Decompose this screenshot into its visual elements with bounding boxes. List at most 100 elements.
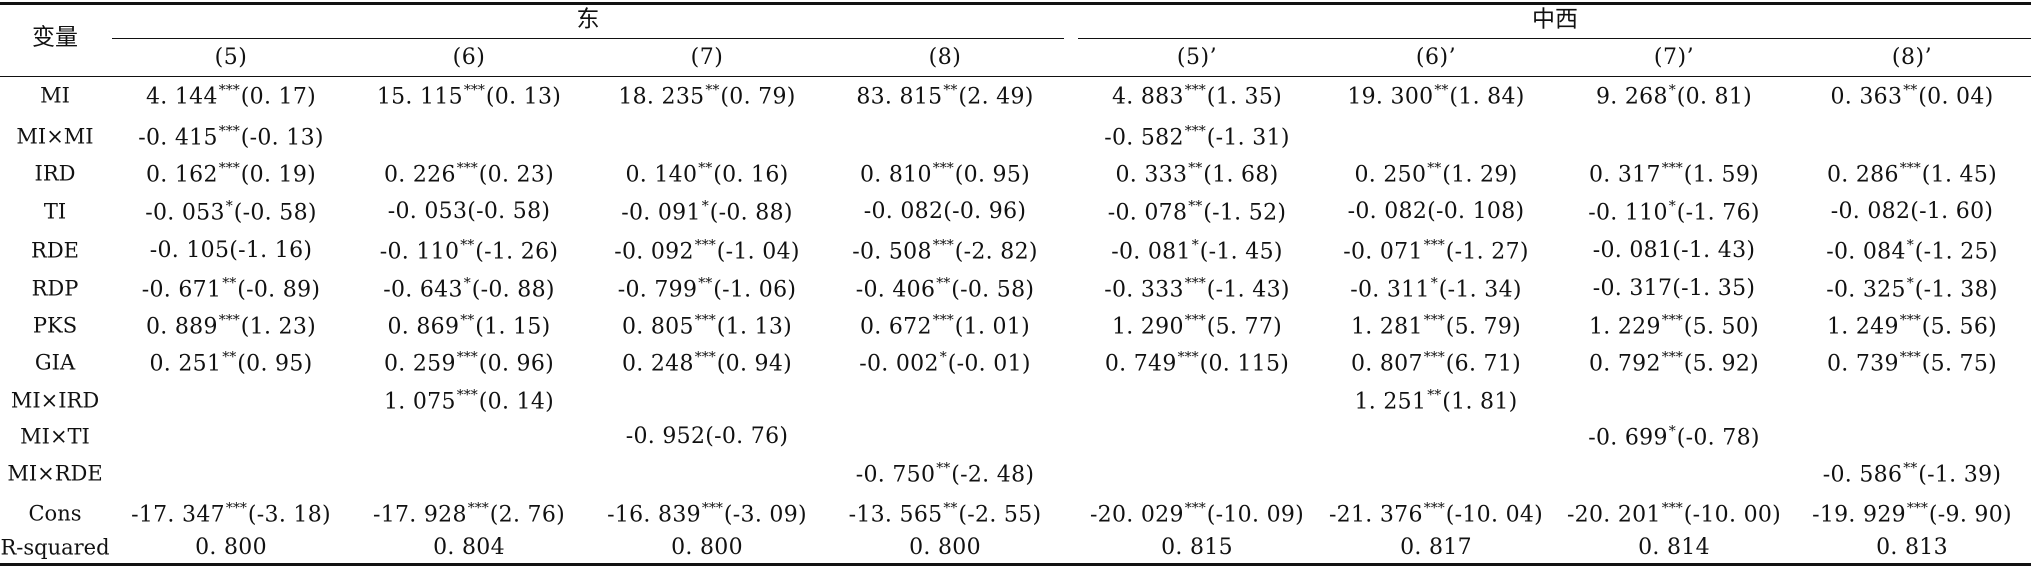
table-cell: -0. 092***(-1. 04)	[614, 239, 800, 264]
significance-stars: **	[1188, 160, 1203, 177]
significance-stars: **	[936, 275, 951, 292]
table-cell: -0. 053*(-0. 58)	[145, 200, 317, 225]
t-statistic: (0. 17)	[240, 84, 317, 110]
coefficient: 0. 815	[1161, 535, 1233, 560]
t-statistic: (-1. 43)	[1206, 277, 1290, 303]
coefficient: -20. 201	[1566, 502, 1661, 528]
column-header-8-prime: (8)’	[1891, 45, 1933, 70]
table-cell: 15. 115***(0. 13)	[377, 84, 561, 109]
significance-stars: **	[1427, 160, 1442, 177]
table-cell: 0. 804	[433, 537, 505, 559]
table-cell: -0. 508***(-2. 82)	[852, 239, 1038, 264]
t-statistic: (-1. 34)	[1438, 277, 1522, 303]
table-cell: -0. 317(-1. 35)	[1593, 278, 1756, 300]
table-cell: -0. 081*(-1. 45)	[1111, 239, 1283, 264]
coefficient: 0. 226	[383, 162, 456, 188]
coefficient: 0. 162	[145, 162, 218, 188]
table-cell: 0. 889***(1. 23)	[146, 314, 316, 339]
significance-stars: **	[1188, 198, 1203, 215]
coefficient: 0. 286	[1826, 162, 1899, 188]
significance-stars: ***	[467, 500, 489, 517]
row-label: MI×RDE	[7, 461, 103, 486]
t-statistic: (-0. 76)	[705, 424, 789, 449]
t-statistic: (-1. 26)	[475, 239, 559, 265]
significance-stars: ***	[218, 123, 240, 140]
group-rule-central-west	[1078, 38, 2031, 39]
t-statistic: (1. 23)	[240, 314, 317, 340]
t-statistic: (-0. 58)	[233, 200, 317, 226]
t-statistic: (-0. 108)	[1427, 199, 1525, 224]
row-label: R-squared	[0, 535, 110, 560]
coefficient: -0. 699	[1588, 425, 1668, 451]
significance-stars: ***	[932, 160, 954, 177]
coefficient: 0. 140	[625, 162, 698, 188]
table-cell: -0. 053(-0. 58)	[388, 201, 551, 223]
significance-stars: **	[222, 349, 237, 366]
t-statistic: (-3. 09)	[723, 502, 807, 528]
significance-stars: ***	[1899, 160, 1921, 177]
coefficient: 0. 810	[859, 162, 932, 188]
table-cell: -0. 105(-1. 16)	[150, 240, 313, 262]
coefficient: 0. 363	[1830, 84, 1903, 110]
table-cell: -0. 002*(-0. 01)	[859, 351, 1031, 376]
coefficient: 1. 251	[1354, 389, 1427, 415]
table-cell: 0. 363**(0. 04)	[1830, 84, 1993, 109]
table-cell: -0. 699*(-0. 78)	[1588, 425, 1760, 450]
row-label: MI×TI	[20, 424, 90, 449]
coefficient: -0. 082	[1347, 199, 1428, 224]
significance-stars: ***	[694, 349, 716, 366]
significance-stars: ***	[1423, 312, 1445, 329]
coefficient: -0. 643	[383, 277, 463, 303]
coefficient: 0. 807	[1350, 351, 1423, 377]
t-statistic: (5. 50)	[1683, 314, 1760, 340]
coefficient: 0. 672	[859, 314, 932, 340]
significance-stars: ***	[456, 387, 478, 404]
coefficient: 0. 813	[1876, 535, 1948, 560]
coefficient: -0. 415	[138, 125, 218, 151]
significance-stars: ***	[1423, 349, 1445, 366]
table-cell: 1. 281***(5. 79)	[1351, 314, 1521, 339]
t-statistic: (-0. 88)	[709, 200, 793, 226]
coefficient: -13. 565	[848, 502, 943, 528]
table-cell: -0. 082(-1. 60)	[1831, 201, 1994, 223]
significance-stars: *	[225, 198, 233, 215]
significance-stars: ***	[1661, 312, 1683, 329]
table-cell: -0. 091*(-0. 88)	[621, 200, 793, 225]
table-cell: -16. 839***(-3. 09)	[607, 502, 807, 527]
coefficient: -0. 078	[1107, 200, 1188, 226]
t-statistic: (0. 14)	[478, 389, 555, 415]
coefficient: -16. 839	[607, 502, 701, 528]
significance-stars: ***	[456, 160, 478, 177]
row-label: TI	[43, 199, 67, 224]
coefficient: 0. 248	[621, 351, 694, 377]
significance-stars: *	[701, 198, 709, 215]
table-cell: 0. 333**(1. 68)	[1115, 162, 1278, 187]
table-cell: -0. 750**(-2. 48)	[856, 462, 1035, 487]
significance-stars: **	[222, 275, 237, 292]
table-cell: -0. 110*(-1. 76)	[1588, 200, 1760, 225]
coefficient: 0. 749	[1104, 351, 1177, 377]
t-statistic: (-1. 43)	[1672, 238, 1756, 263]
table-cell: -13. 565**(-2. 55)	[849, 502, 1042, 527]
significance-stars: *	[1430, 275, 1438, 292]
t-statistic: (-1. 06)	[713, 277, 797, 303]
t-statistic: (0. 96)	[478, 351, 555, 377]
table-cell: 0. 800	[909, 537, 981, 559]
t-statistic: (-1. 38)	[1914, 277, 1998, 303]
row-label: MI×IRD	[10, 388, 100, 413]
table-cell: -20. 201***(-10. 00)	[1567, 502, 1781, 527]
row-label: MI×MI	[16, 124, 94, 149]
significance-stars: ***	[1184, 500, 1206, 517]
coefficient: 1. 229	[1588, 314, 1661, 340]
t-statistic: (1. 15)	[475, 314, 551, 340]
row-label: RDE	[31, 238, 79, 263]
table-cell: -0. 643*(-0. 88)	[383, 277, 555, 302]
coefficient: -0. 084	[1826, 239, 1906, 265]
coefficient: 0. 792	[1588, 351, 1661, 377]
coefficient: 0. 804	[433, 535, 505, 560]
significance-stars: ***	[1661, 160, 1683, 177]
t-statistic: (-0. 89)	[237, 277, 321, 303]
significance-stars: ***	[1177, 349, 1199, 366]
t-statistic: (2. 76)	[489, 502, 566, 528]
table-cell: 0. 672***(1. 01)	[860, 314, 1030, 339]
